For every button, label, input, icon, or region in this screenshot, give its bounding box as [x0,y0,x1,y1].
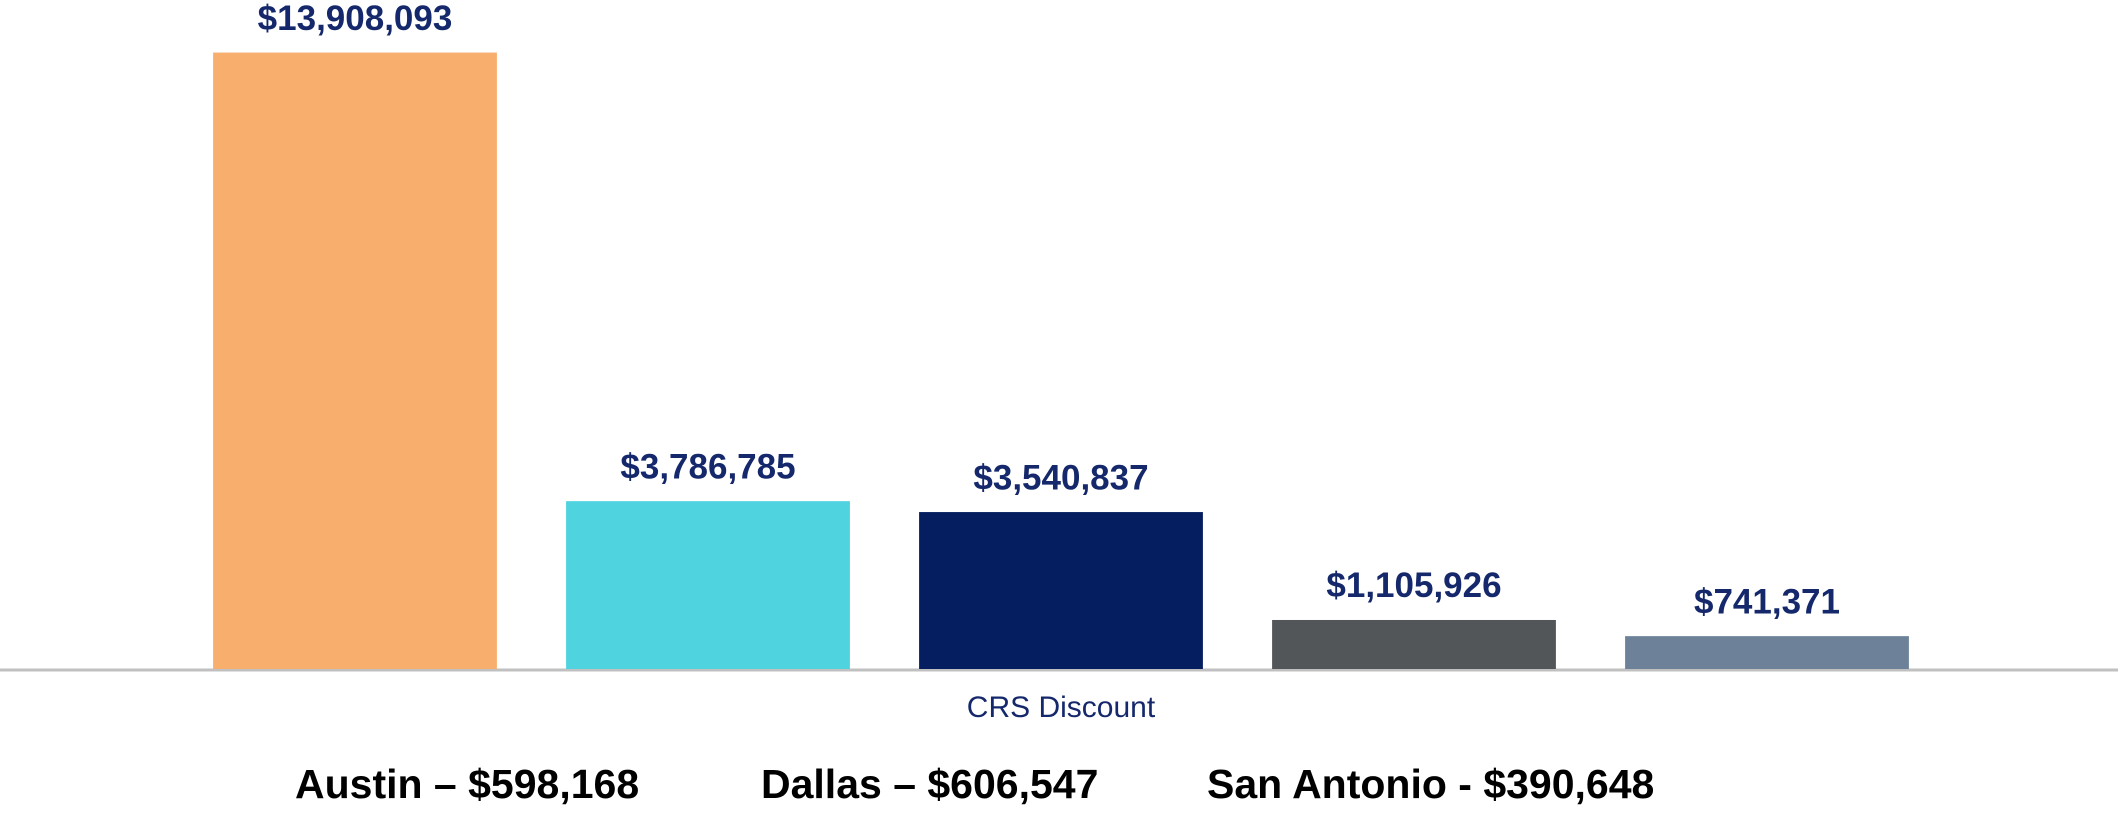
bar [1272,619,1556,669]
footnote: San Antonio - $390,648 [1207,761,1654,807]
bar [1625,636,1909,669]
bar [213,52,497,670]
footnote: Austin – $598,168 [295,761,639,807]
bar [919,512,1203,669]
value-label: $1,105,926 [1326,566,1501,605]
value-label: $3,540,837 [973,458,1148,497]
bar [566,501,850,669]
value-label: $741,371 [1694,582,1840,621]
x-axis-label: CRS Discount [967,691,1156,724]
value-label: $13,908,093 [258,0,453,38]
footnote: Dallas – $606,547 [761,761,1098,807]
value-label: $3,786,785 [620,447,795,486]
